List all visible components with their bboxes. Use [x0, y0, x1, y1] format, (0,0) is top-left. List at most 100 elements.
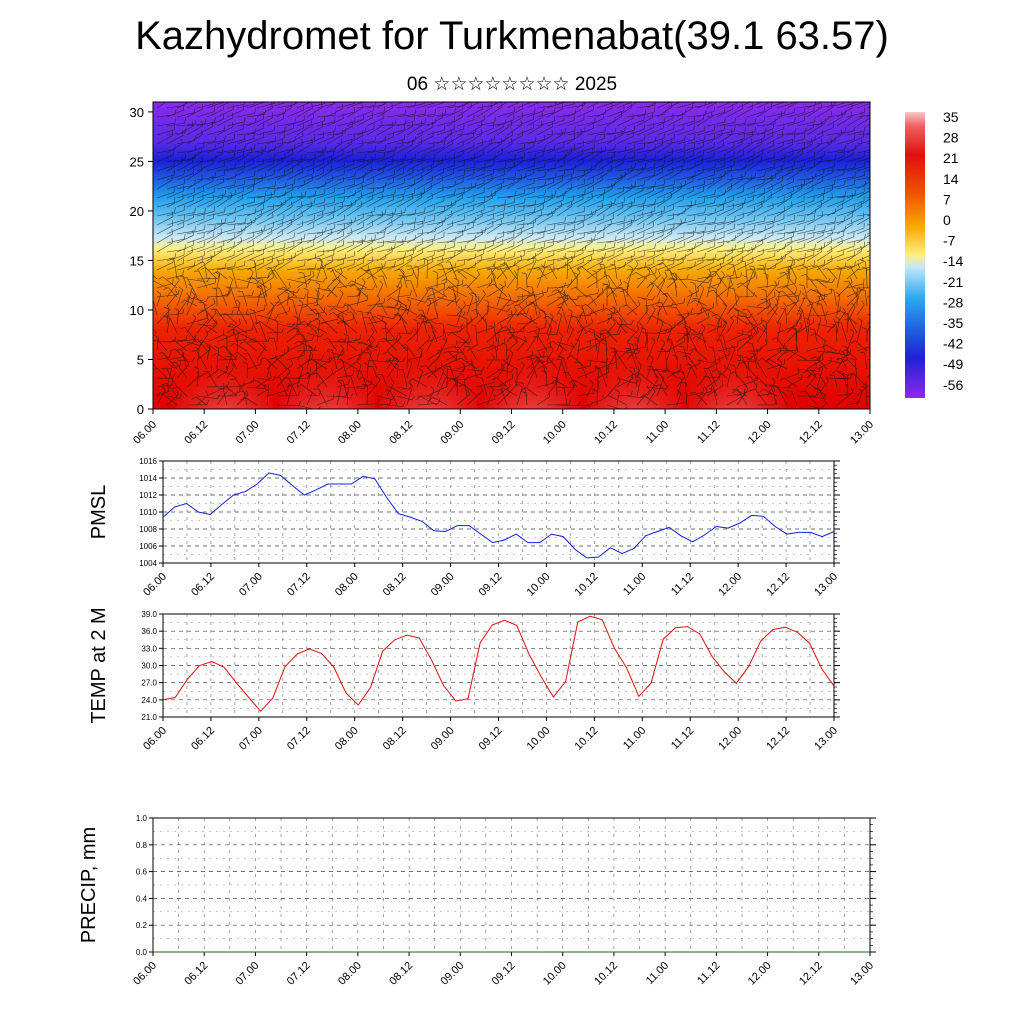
heatmap-x-tick-label: 12.12 — [797, 419, 825, 447]
heatmap-x-tick-label: 07.12 — [285, 419, 313, 447]
x-tick-label: 11.12 — [669, 571, 696, 598]
heating-blob — [381, 334, 478, 409]
heating-blob — [176, 334, 273, 409]
colorbar-label: -49 — [943, 356, 963, 372]
x-tick-label: 09.12 — [490, 960, 518, 988]
y-tick-label: 1012 — [139, 491, 157, 500]
plot-frame — [162, 613, 835, 718]
x-tick-label: 08.00 — [333, 725, 361, 753]
x-tick-label: 09.12 — [477, 725, 505, 753]
x-tick-label: 11.00 — [621, 725, 648, 752]
x-tick-label: 07.12 — [285, 725, 313, 753]
y-tick-label: 0.0 — [136, 948, 148, 957]
x-tick-label: 07.00 — [237, 571, 265, 599]
series-line — [162, 472, 835, 559]
x-tick-label: 11.00 — [644, 960, 671, 987]
x-tick-label: 06.00 — [141, 725, 169, 753]
colorbar-label: 21 — [943, 150, 959, 166]
colorbar-label: 28 — [943, 130, 959, 146]
y-tick-label: 21.0 — [141, 713, 157, 722]
x-tick-label: 09.12 — [477, 571, 505, 599]
x-tick-label: 07.12 — [285, 960, 313, 988]
precip-panel: 0.0 0.2 0.4 0.6 0.8 1.0 06.00 06.12 07.00 07.12 08… — [78, 814, 876, 988]
heatmap-x-tick-label: 11.12 — [695, 419, 722, 446]
heatmap-panel: 0 5 10 15 20 25 30 06.00 06.12 07.00 07.12 08.00 08… — [130, 101, 876, 447]
x-tick-label: 06.12 — [189, 571, 217, 599]
chart-title: Kazhydromet for Turkmenabat(39.1 63.57) — [135, 14, 889, 58]
heatmap-x-tick-label: 06.12 — [182, 419, 210, 447]
x-tick-label: 08.00 — [336, 960, 364, 988]
x-tick-label: 11.00 — [621, 571, 648, 598]
y-tick-label: 0.8 — [136, 841, 148, 850]
heatmap-y-tick-label: 25 — [130, 154, 144, 169]
y-axis-label: PMSL — [88, 485, 110, 539]
y-tick-label: 1010 — [139, 508, 157, 517]
heatmap-x-tick-label: 08.12 — [387, 419, 415, 447]
pmsl-panel: 1004 1006 1008 1010 1012 1014 1016 06.00 06.12 07… — [88, 457, 840, 599]
y-axis-label: PRECIP, mm — [78, 827, 100, 943]
heatmap-y-tick-label: 30 — [130, 105, 144, 120]
x-tick-label: 08.12 — [381, 725, 409, 753]
x-tick-label: 11.12 — [695, 960, 722, 987]
heatmap-y-tick-label: 0 — [137, 402, 144, 417]
y-tick-label: 36.0 — [141, 627, 157, 636]
y-axis-label: TEMP at 2 M — [88, 607, 110, 723]
y-tick-label: 1016 — [139, 457, 157, 466]
colorbar-label: 14 — [943, 171, 959, 187]
y-tick-label: 33.0 — [141, 644, 157, 653]
y-tick-label: 0.4 — [136, 894, 148, 903]
y-tick-label: 30.0 — [141, 662, 157, 671]
y-tick-label: 1004 — [139, 559, 157, 568]
x-tick-label: 13.00 — [812, 725, 840, 753]
colorbar-label: 35 — [943, 109, 959, 125]
x-tick-label: 09.00 — [438, 960, 466, 988]
heatmap-y-axis: 0 5 10 15 20 25 30 — [130, 105, 153, 417]
x-tick-label: 08.12 — [381, 571, 409, 599]
colorbar-label: -28 — [943, 294, 963, 310]
heating-blob — [586, 334, 683, 409]
x-tick-label: 08.12 — [387, 960, 415, 988]
colorbar-label: -7 — [943, 233, 956, 249]
x-tick-label: 12.00 — [716, 725, 744, 753]
x-tick-label: 09.00 — [429, 725, 457, 753]
heatmap-x-tick-label: 07.00 — [234, 419, 262, 447]
x-tick-label: 11.12 — [669, 725, 696, 752]
heatmap-x-tick-label: 08.00 — [336, 419, 364, 447]
heatmap-x-tick-label: 06.00 — [131, 419, 159, 447]
colorbar-scale — [905, 112, 925, 398]
heatmap-x-tick-label: 09.00 — [438, 419, 466, 447]
x-tick-label: 10.00 — [541, 960, 569, 988]
x-tick-label: 07.00 — [237, 725, 265, 753]
x-tick-label: 10.00 — [525, 725, 553, 753]
y-tick-label: 0.6 — [136, 868, 148, 877]
heatmap-x-axis: 06.00 06.12 07.00 07.12 08.00 08.12 09.00 09.12… — [131, 409, 876, 447]
wind-barb-lines — [153, 102, 870, 409]
heatmap-y-tick-label: 10 — [130, 303, 144, 318]
y-tick-label: 27.0 — [141, 679, 157, 688]
colorbar-label: 0 — [943, 212, 951, 228]
y-tick-label: 1014 — [139, 474, 157, 483]
colorbar-label: -14 — [943, 253, 963, 269]
colorbar-label: -21 — [943, 274, 963, 290]
heatmap-y-tick-label: 20 — [130, 204, 144, 219]
x-tick-label: 06.12 — [182, 960, 210, 988]
x-tick-label: 07.12 — [285, 571, 313, 599]
x-tick-label: 10.12 — [592, 960, 620, 988]
x-tick-label: 12.12 — [764, 571, 792, 599]
heatmap-y-tick-label: 5 — [137, 352, 144, 367]
plot-frame — [162, 460, 835, 564]
x-tick-label: 13.00 — [812, 571, 840, 599]
y-tick-label: 0.2 — [136, 921, 148, 930]
colorbar-labels: 35 28 21 14 7 0 -7 -14 -21 -28 -35 -42 -49 -56 — [943, 109, 963, 393]
x-tick-label: 12.00 — [746, 960, 774, 988]
y-tick-label: 1008 — [139, 525, 157, 534]
x-tick-label: 10.12 — [573, 571, 601, 599]
heatmap-x-tick-label: 12.00 — [746, 419, 774, 447]
colorbar-label: 7 — [943, 191, 951, 207]
heatmap-x-tick-label: 10.12 — [592, 419, 620, 447]
x-tick-label: 09.00 — [429, 571, 457, 599]
chart-subtitle: 06 ☆☆☆☆☆☆☆☆ 2025 — [406, 74, 618, 95]
heatmap-x-tick-label: 13.00 — [848, 419, 876, 447]
colorbar-label: -35 — [943, 315, 963, 331]
